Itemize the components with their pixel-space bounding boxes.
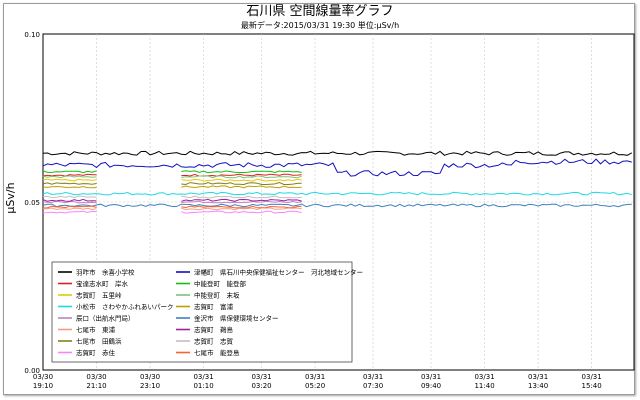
legend-label: 宝達志水町 岸水 — [76, 279, 129, 288]
series-line — [42, 182, 97, 185]
series-line — [181, 185, 302, 189]
series-line — [43, 195, 97, 199]
x-tick-time: 03:20 — [251, 382, 271, 390]
x-tick-date: 03/31 — [193, 373, 213, 381]
x-tick-date: 03/31 — [474, 373, 494, 381]
x-tick-time: 07:30 — [363, 382, 383, 390]
legend-label: 志賀町 富浦 — [194, 302, 234, 311]
series-line — [181, 198, 302, 202]
series-line — [181, 170, 302, 174]
series-line — [181, 195, 302, 199]
legend-label: 中能登町 能登部 — [194, 279, 247, 288]
y-tick-label: 0.10 — [24, 31, 40, 39]
x-tick-date: 03/31 — [528, 373, 548, 381]
series-line — [42, 191, 632, 196]
x-tick-date: 03/31 — [305, 373, 325, 381]
x-tick-date: 03/31 — [582, 373, 602, 381]
legend-label: 津幡町 県石川中央保健福祉センター 河北地域センター — [194, 268, 363, 277]
series-line — [181, 207, 302, 211]
series-line — [42, 205, 97, 209]
series-line — [42, 210, 97, 214]
series-line — [181, 205, 302, 209]
series-line — [181, 200, 302, 204]
x-tick-date: 03/30 — [86, 373, 106, 381]
x-tick-time: 13:40 — [528, 382, 548, 390]
legend-label: 七尾市 東浦 — [76, 325, 116, 334]
x-tick-time: 05:20 — [305, 382, 325, 390]
x-tick-date: 03/31 — [363, 373, 383, 381]
series-line — [42, 207, 97, 211]
legend-label: 小松市 さわやかふれあいパーク — [76, 302, 174, 311]
y-tick-label: 0.00 — [24, 367, 40, 375]
chart-subtitle: 最新データ:2015/03/31 19:30 単位:μSv/h — [241, 20, 399, 30]
legend-label: 志賀町 志賀 — [194, 337, 234, 346]
x-tick-time: 11:40 — [474, 382, 494, 390]
legend-label: 七尾市 能登島 — [194, 348, 240, 357]
series-line — [42, 178, 97, 182]
x-tick-time: 19:10 — [33, 382, 53, 390]
chart-title: 石川県 空間線量率グラフ — [246, 3, 393, 19]
legend-label: 金沢市 県保健環境センター — [194, 314, 279, 323]
y-tick-label: 0.05 — [24, 199, 40, 207]
series-line — [42, 170, 97, 174]
legend-label: 辰口（出航水門局） — [76, 314, 135, 323]
plot-area: 0.100.050.0003/3019:1003/3021:1003/3023:… — [24, 31, 635, 390]
series-line — [42, 203, 632, 208]
x-tick-date: 03/30 — [33, 373, 53, 381]
x-tick-time: 15:40 — [582, 382, 602, 390]
x-tick-time: 21:10 — [86, 382, 106, 390]
legend-label: 羽咋市 余喜小学校 — [76, 268, 135, 277]
series-line — [181, 175, 302, 179]
x-tick-time: 01:10 — [193, 382, 213, 390]
x-tick-time: 09:40 — [421, 382, 441, 390]
series-line — [181, 210, 302, 214]
legend-label: 中能登町 末坂 — [194, 291, 240, 300]
series-line — [42, 198, 97, 202]
x-tick-date: 03/31 — [251, 373, 271, 381]
series-line — [42, 175, 97, 179]
series-line — [42, 158, 632, 177]
legend-label: 七尾市 田鶴浜 — [76, 337, 122, 346]
legend-box — [51, 261, 353, 363]
series-line — [181, 181, 302, 186]
series-line — [42, 150, 633, 156]
series-line — [42, 185, 97, 189]
x-tick-date: 03/31 — [421, 373, 441, 381]
y-axis-label: μSv/h — [4, 182, 17, 213]
legend-label: 志賀町 赤住 — [76, 348, 116, 357]
x-tick-time: 23:10 — [140, 382, 160, 390]
legend-label: 志賀町 鵜島 — [194, 325, 234, 334]
x-tick-date: 03/30 — [140, 373, 160, 381]
legend-label: 志賀町 五里峠 — [76, 291, 122, 300]
series-line — [181, 178, 302, 182]
